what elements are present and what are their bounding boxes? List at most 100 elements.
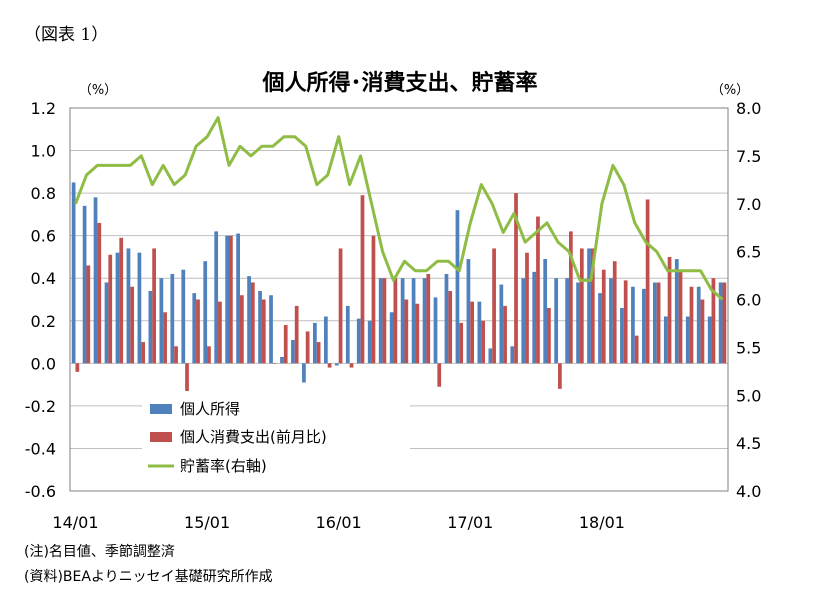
note-text: (注)名目値、季節調整済	[24, 544, 175, 560]
right-tick-label: 4.0	[736, 482, 761, 501]
income-bar	[587, 248, 591, 364]
income-bar	[170, 273, 175, 364]
income-bar	[411, 278, 416, 364]
consumption-bar	[722, 282, 727, 364]
left-tick-label: 0.0	[31, 354, 56, 373]
income-bar	[521, 278, 526, 364]
consumption-bar	[404, 299, 409, 364]
consumption-bar	[525, 252, 529, 364]
income-bar	[258, 290, 262, 364]
consumption-bar	[426, 273, 431, 364]
income-bar	[378, 278, 383, 364]
income-bar	[576, 282, 580, 364]
consumption-bar	[207, 346, 211, 364]
consumption-bar	[305, 331, 310, 364]
consumption-bar	[667, 256, 672, 364]
right-tick-label: 7.0	[736, 195, 761, 214]
income-bar	[631, 286, 635, 364]
legend-label-saving: 貯蓄率(右軸)	[180, 457, 267, 475]
x-tick-label: 16/01	[316, 513, 362, 532]
right-tick-label: 4.5	[736, 434, 761, 453]
income-bar	[236, 233, 240, 364]
legend-swatch-consumption	[150, 432, 172, 442]
income-bar	[466, 259, 471, 364]
plot-frame	[69, 107, 729, 492]
x-tick-label: 17/01	[447, 513, 493, 532]
consumption-bar	[437, 363, 442, 387]
left-tick-label: 1.0	[31, 142, 56, 161]
consumption-bar	[645, 199, 650, 364]
income-bar	[532, 271, 537, 364]
saving-rate-line	[74, 116, 724, 301]
x-tick-label: 15/01	[184, 513, 230, 532]
income-bar	[280, 356, 284, 364]
legend-swatch-income	[150, 404, 172, 414]
income-bar	[488, 348, 493, 364]
consumption-bar	[338, 248, 343, 364]
consumption-bar	[711, 278, 716, 364]
income-bar	[345, 305, 350, 364]
income-bar	[707, 316, 712, 364]
consumption-bar	[185, 363, 189, 391]
income-bar	[554, 278, 559, 364]
right-tick-label: 5.5	[736, 338, 761, 357]
consumption-bar	[568, 231, 573, 364]
income-bar	[663, 316, 668, 364]
consumption-bar	[174, 346, 178, 364]
income-bar	[609, 278, 613, 364]
left-tick-label: -0.6	[25, 482, 56, 501]
consumption-bar	[612, 261, 617, 364]
consumption-bar	[75, 363, 80, 372]
consumption-bar	[97, 222, 102, 364]
consumption-bar	[371, 235, 376, 364]
source-text: (資料)BEAよりニッセイ基礎研究所作成	[24, 569, 273, 585]
consumption-bar	[415, 303, 420, 364]
consumption-bar	[590, 248, 595, 364]
left-axis-unit: （%）	[79, 83, 117, 98]
income-bar	[356, 318, 361, 364]
legend-label-income: 個人所得	[180, 400, 240, 418]
consumption-bar	[294, 305, 299, 364]
income-bar	[400, 278, 405, 364]
income-bar	[313, 322, 317, 364]
consumption-bar	[360, 195, 365, 364]
income-bar	[71, 182, 76, 364]
consumption-bar	[152, 248, 156, 364]
right-axis-unit: （%）	[711, 83, 749, 98]
right-tick-label: 7.5	[736, 147, 761, 166]
consumption-bar	[316, 342, 321, 364]
consumption-bar	[558, 363, 562, 389]
income-bar	[367, 320, 372, 364]
figure-label: （図表 1）	[24, 25, 109, 45]
income-bar	[82, 205, 87, 364]
income-bar	[137, 252, 142, 364]
consumption-bar	[634, 335, 639, 364]
income-bar	[192, 293, 197, 364]
income-bar	[181, 269, 186, 364]
left-tick-label: 0.6	[31, 227, 56, 246]
income-bar	[510, 346, 515, 364]
consumption-bar	[229, 235, 233, 364]
income-bar	[433, 297, 438, 364]
consumption-bar	[656, 282, 661, 364]
consumption-bar	[623, 280, 628, 364]
income-bar	[323, 316, 328, 364]
income-bar	[203, 261, 208, 364]
income-bar	[214, 231, 219, 364]
consumption-bar	[272, 363, 277, 364]
income-bar	[302, 363, 306, 383]
consumption-bar	[689, 286, 694, 364]
income-bar	[148, 290, 153, 364]
income-bar	[444, 273, 449, 364]
consumption-bar	[327, 363, 332, 368]
consumption-bar	[382, 278, 387, 364]
income-bar	[104, 282, 109, 364]
consumption-bar	[503, 305, 507, 364]
income-bar	[565, 278, 569, 364]
income-bar	[422, 278, 427, 364]
consumption-bar	[108, 254, 113, 364]
x-tick-label: 14/01	[52, 513, 98, 532]
left-tick-label: 0.4	[31, 269, 56, 288]
consumption-bar	[119, 237, 124, 364]
